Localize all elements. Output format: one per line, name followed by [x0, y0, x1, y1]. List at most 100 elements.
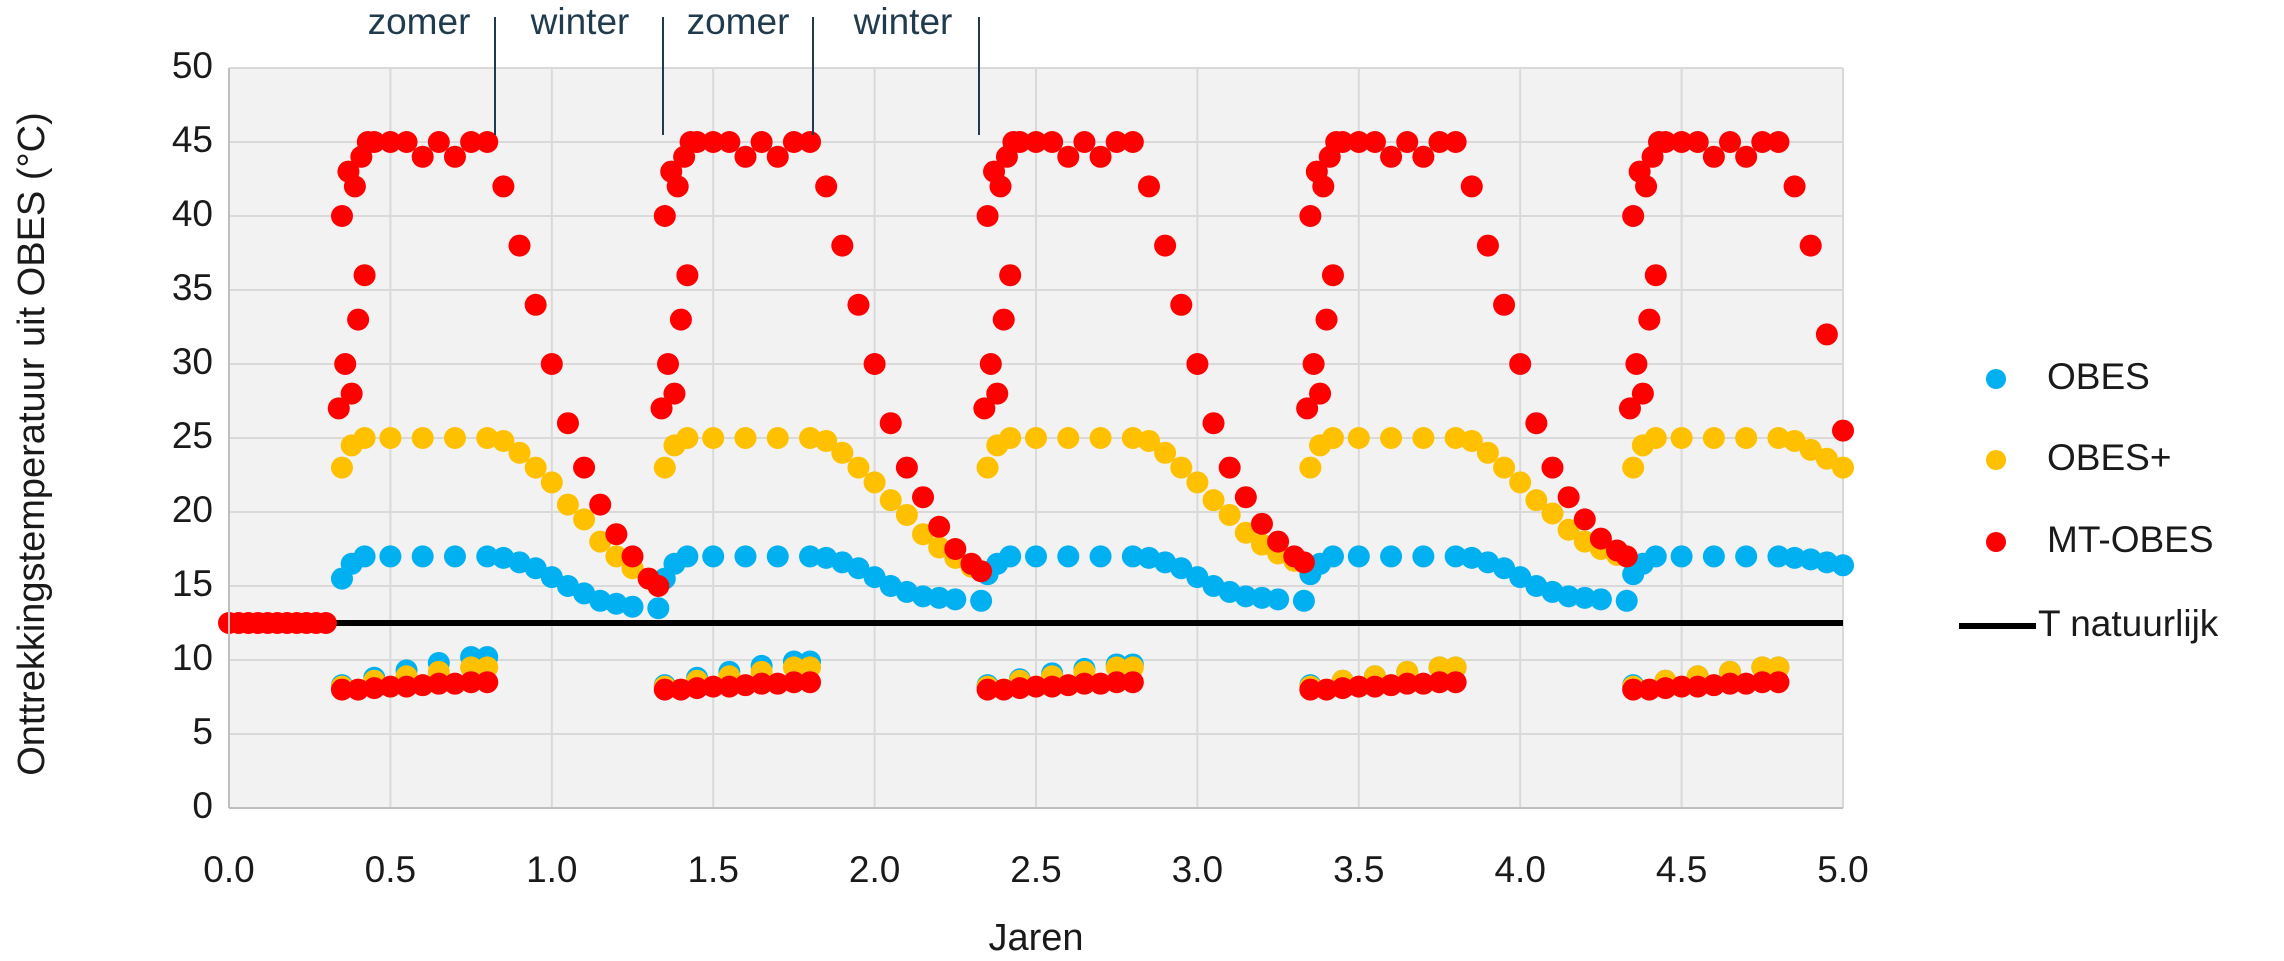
point: [621, 595, 644, 618]
point: [1444, 131, 1467, 153]
point: [1267, 530, 1290, 553]
point: [524, 293, 547, 316]
point: [1815, 447, 1838, 470]
point: [718, 675, 741, 698]
point: [1654, 131, 1677, 153]
point: [1702, 545, 1725, 568]
point: [1644, 264, 1667, 287]
point: [1041, 131, 1064, 153]
point: [750, 131, 773, 153]
point: [427, 131, 450, 153]
point: [666, 175, 689, 198]
point: [1719, 672, 1742, 695]
point: [1444, 671, 1467, 694]
point: [379, 427, 402, 449]
point: [657, 353, 680, 375]
point: [605, 523, 628, 546]
point: [1428, 131, 1451, 153]
point: [970, 560, 993, 583]
point: [556, 412, 579, 435]
point: [379, 675, 402, 698]
point: [330, 456, 353, 479]
legend-swatch: [1986, 369, 2006, 389]
point: [1460, 175, 1483, 198]
point: [1299, 678, 1322, 701]
point: [1347, 545, 1370, 568]
point: [1573, 508, 1596, 531]
point: [702, 545, 725, 568]
point: [1008, 677, 1031, 700]
point: [1670, 427, 1693, 449]
point: [1218, 456, 1241, 479]
point: [702, 131, 725, 153]
point: [1234, 521, 1257, 544]
point: [970, 589, 993, 612]
point: [460, 671, 483, 694]
point: [1412, 545, 1435, 568]
point: [1644, 545, 1667, 568]
point: [928, 586, 951, 609]
point: [1008, 131, 1031, 153]
point: [1299, 456, 1322, 479]
point: [411, 427, 434, 449]
point: [895, 456, 918, 479]
point: [1573, 586, 1596, 609]
point: [989, 175, 1012, 198]
point: [1170, 293, 1193, 316]
point: [702, 427, 725, 449]
point: [766, 145, 789, 168]
point: [979, 353, 1002, 375]
point: [669, 308, 692, 331]
annotations: [494, 17, 980, 135]
point: [1041, 675, 1064, 698]
point: [540, 471, 563, 494]
marks: [218, 131, 1854, 701]
x-tick-label: 3.5: [1333, 849, 1384, 890]
point: [1186, 471, 1209, 494]
legend-swatch: [1986, 450, 2006, 470]
point: [653, 205, 676, 227]
point: [686, 677, 709, 700]
point: [1719, 131, 1742, 153]
point: [1089, 427, 1112, 449]
point: [766, 545, 789, 568]
point: [605, 545, 628, 568]
point: [1186, 566, 1209, 589]
point: [650, 397, 673, 420]
point: [1444, 545, 1467, 568]
point: [330, 205, 353, 227]
point: [1321, 545, 1344, 568]
point: [1412, 672, 1435, 695]
point: [799, 545, 822, 568]
point: [1618, 397, 1641, 420]
point: [492, 429, 515, 452]
point: [1299, 205, 1322, 227]
point: [815, 175, 838, 198]
y-tick-label: 0: [192, 785, 213, 826]
point: [847, 557, 870, 580]
point: [1557, 486, 1580, 509]
x-tick-label: 0.0: [203, 849, 254, 890]
point: [1267, 588, 1290, 611]
point: [1615, 589, 1638, 612]
point: [647, 575, 670, 597]
point: [1250, 586, 1273, 609]
x-tick-label: 1.5: [687, 849, 738, 890]
legend-label: OBES: [2047, 356, 2150, 397]
point: [1321, 264, 1344, 287]
point: [411, 674, 434, 697]
point: [1735, 145, 1758, 168]
y-tick-label: 25: [172, 415, 213, 456]
point: [1331, 131, 1354, 153]
point: [1025, 131, 1047, 153]
point: [1509, 471, 1532, 494]
point: [847, 456, 870, 479]
point: [1670, 131, 1693, 153]
point: [589, 493, 612, 516]
point: [492, 175, 515, 198]
point: [879, 489, 902, 512]
point: [460, 131, 483, 153]
point: [1622, 205, 1645, 227]
legend: OBES OBES+ MT-OBES T natuurlijk: [1959, 356, 2219, 644]
point: [314, 612, 337, 634]
